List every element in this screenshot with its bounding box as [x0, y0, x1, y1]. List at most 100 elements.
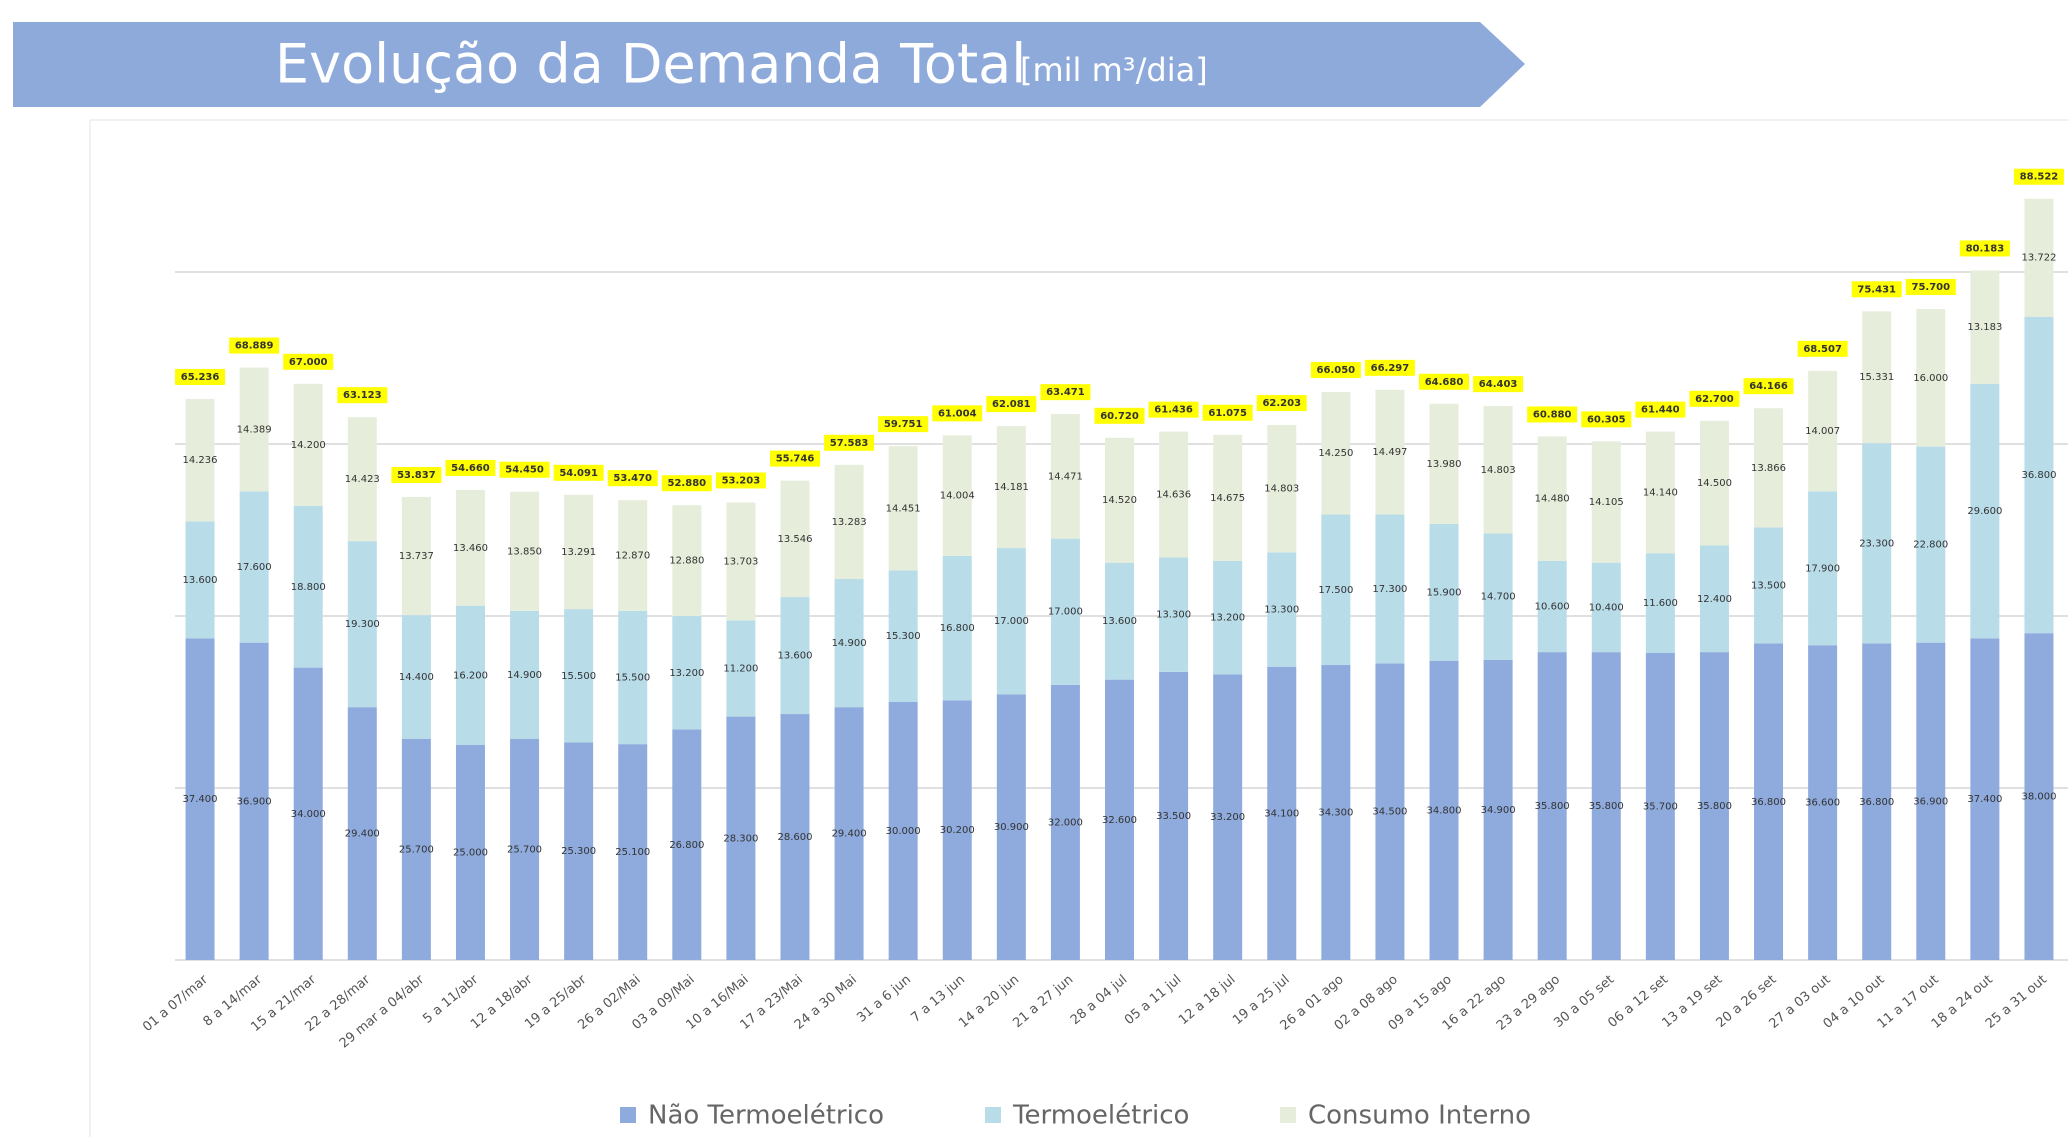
total-label-box: [715, 472, 766, 489]
total-label: 68.889: [235, 341, 274, 352]
title-banner: [13, 22, 1525, 107]
total-label-box: [1959, 240, 2010, 257]
bar-segment: [347, 417, 377, 542]
bar-segment: [1321, 514, 1351, 666]
data-label: 25.100: [615, 847, 650, 858]
bar-segment: [1754, 408, 1784, 528]
bar-segment: [401, 497, 431, 616]
total-label: 52.880: [668, 478, 707, 489]
data-label: 32.600: [1102, 815, 1137, 826]
total-label-box: [1202, 404, 1253, 421]
data-label: 25.000: [453, 848, 488, 859]
total-label-box: [391, 467, 442, 484]
data-label: 14.497: [1372, 447, 1407, 458]
bar-segment: [1862, 443, 1892, 644]
data-label: 11.600: [1643, 598, 1678, 609]
bar-segment: [672, 505, 702, 616]
bar-segment: [1916, 446, 1946, 643]
data-label: 14.700: [1481, 592, 1516, 603]
data-label: 32.000: [1048, 817, 1083, 828]
total-label-box: [1635, 401, 1686, 418]
total-label: 88.522: [2020, 172, 2059, 183]
x-tick-label: 28 a 04 jul: [1068, 972, 1130, 1028]
bar-segment: [1105, 679, 1134, 960]
bar-segment: [1645, 652, 1675, 960]
total-label: 54.450: [505, 465, 544, 476]
data-label: 14.636: [1156, 490, 1191, 501]
bar-segment: [185, 398, 215, 522]
total-label-box: [1743, 378, 1794, 395]
bar-segment: [726, 502, 756, 621]
data-label: 16.800: [940, 623, 975, 634]
data-label: 14.105: [1589, 497, 1624, 508]
bar-segment: [726, 620, 756, 717]
total-label: 67.000: [289, 357, 328, 368]
bar-segment: [1375, 663, 1405, 960]
bar-segment: [1699, 545, 1729, 653]
data-label: 30.200: [940, 825, 975, 836]
data-label: 23.300: [1859, 538, 1894, 549]
data-label: 12.870: [615, 550, 650, 561]
data-label: 14.900: [507, 670, 542, 681]
bar-segment: [1159, 671, 1189, 960]
data-label: 14.004: [940, 491, 975, 502]
bar-segment: [1213, 434, 1243, 561]
total-label-box: [1256, 395, 1307, 412]
bar-segment: [347, 541, 377, 708]
chart-subtitle: [mil m³/dia]: [1020, 51, 1208, 89]
total-label: 64.166: [1749, 381, 1788, 392]
data-label: 29.600: [1967, 506, 2002, 517]
data-label: 33.500: [1156, 811, 1191, 822]
data-label: 29.400: [832, 829, 867, 840]
bar-segment: [239, 367, 269, 492]
data-label: 14.803: [1264, 484, 1299, 495]
total-label: 75.431: [1857, 284, 1896, 295]
total-label: 63.123: [343, 390, 382, 401]
bar-segment: [1591, 652, 1621, 960]
data-label: 13.850: [507, 546, 542, 557]
bar-segment: [401, 615, 431, 739]
bar-segment: [1050, 684, 1080, 960]
total-label-box: [1527, 406, 1578, 423]
data-label: 13.460: [453, 543, 488, 554]
bar-segment: [618, 500, 648, 611]
bar-segment: [1267, 666, 1297, 960]
bar-segment: [1591, 441, 1621, 563]
bar-segment: [510, 491, 540, 611]
bar-segment: [1321, 391, 1351, 515]
bar-segment: [780, 480, 810, 598]
total-label: 53.837: [397, 470, 436, 481]
data-label: 14.181: [994, 482, 1029, 493]
total-label: 60.880: [1533, 409, 1572, 420]
bar-segment: [942, 435, 972, 556]
bar-segment: [510, 738, 540, 960]
bar-segment: [1591, 562, 1621, 653]
bar-segment: [1754, 527, 1784, 644]
total-label: 64.403: [1479, 379, 1518, 390]
data-label: 14.803: [1481, 465, 1516, 476]
data-label: 13.283: [832, 517, 867, 528]
total-label-box: [1473, 376, 1524, 393]
data-label: 12.400: [1697, 594, 1732, 605]
data-label: 34.900: [1481, 805, 1516, 816]
total-label-box: [824, 434, 875, 451]
bar-segment: [1159, 557, 1189, 672]
total-label: 61.075: [1208, 408, 1247, 419]
bar-segment: [1375, 389, 1405, 515]
bar-segment: [1970, 383, 2000, 639]
bar-segment: [293, 667, 323, 960]
data-label: 13.722: [2021, 253, 2056, 264]
bar-segment: [510, 610, 540, 739]
total-label: 66.050: [1317, 365, 1356, 376]
bar-segment: [1050, 538, 1080, 685]
data-label: 13.500: [1751, 580, 1786, 591]
total-label: 53.470: [613, 473, 652, 484]
data-label: 13.291: [561, 547, 596, 558]
total-label: 68.507: [1803, 344, 1842, 355]
data-label: 11.200: [723, 663, 758, 674]
bar-segment: [726, 716, 756, 960]
data-label: 14.236: [183, 455, 218, 466]
bar-segment: [185, 638, 215, 960]
bar-segment: [1537, 652, 1567, 960]
total-label: 54.660: [451, 463, 490, 474]
